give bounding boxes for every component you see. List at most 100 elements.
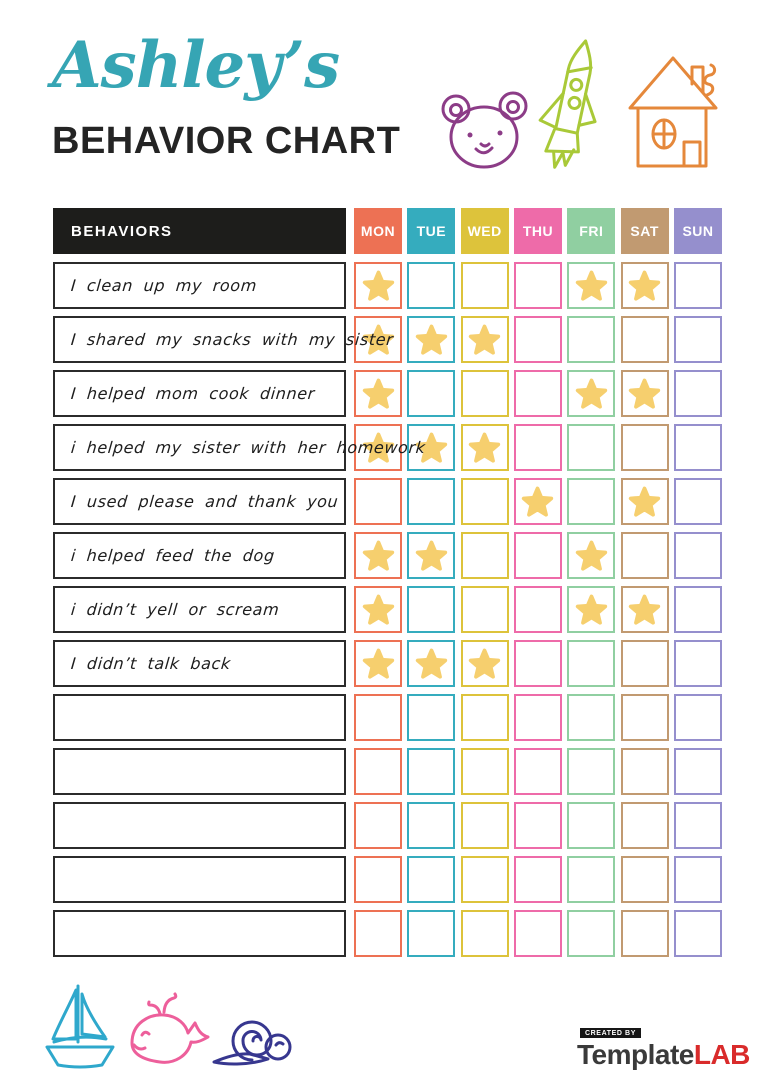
day-cell-mon[interactable] [354, 748, 402, 795]
behavior-label-box[interactable]: i didn’t yell or scream [53, 586, 346, 633]
day-cell-thu[interactable] [513, 802, 562, 849]
day-cell-tue[interactable] [407, 586, 456, 633]
behavior-label-box[interactable] [53, 802, 346, 849]
day-cell-sat[interactable] [620, 370, 669, 417]
day-cell-sat[interactable] [620, 424, 669, 471]
day-cell-wed[interactable] [460, 586, 509, 633]
day-cell-tue[interactable] [407, 802, 456, 849]
day-cell-sun[interactable] [673, 316, 722, 363]
day-cell-sun[interactable] [673, 748, 722, 795]
behavior-label-box[interactable] [53, 748, 346, 795]
day-cell-fri[interactable] [567, 694, 616, 741]
day-cell-thu[interactable] [513, 370, 562, 417]
day-cell-tue[interactable] [407, 694, 456, 741]
day-cell-fri[interactable] [567, 856, 616, 903]
day-cell-sat[interactable] [620, 586, 669, 633]
behavior-label-box[interactable]: I shared my snacks with my sister [53, 316, 394, 363]
behavior-label-box[interactable] [53, 856, 346, 903]
day-cell-thu[interactable] [513, 748, 562, 795]
day-cell-wed[interactable] [460, 478, 509, 525]
day-cell-mon[interactable] [354, 316, 402, 363]
day-cell-mon[interactable] [354, 532, 402, 579]
day-cell-wed[interactable] [460, 856, 509, 903]
day-cell-sun[interactable] [673, 370, 722, 417]
day-cell-fri[interactable] [567, 316, 616, 363]
day-cell-thu[interactable] [513, 532, 562, 579]
day-cell-fri[interactable] [567, 478, 616, 525]
behavior-label-box[interactable]: i helped feed the dog [53, 532, 346, 579]
day-cell-sun[interactable] [673, 586, 722, 633]
day-cell-tue[interactable] [407, 478, 456, 525]
day-cell-wed[interactable] [460, 748, 509, 795]
day-cell-thu[interactable] [513, 262, 562, 309]
day-cell-sun[interactable] [673, 532, 722, 579]
day-cell-tue[interactable] [407, 910, 456, 957]
day-cell-sun[interactable] [673, 262, 722, 309]
day-cell-sun[interactable] [673, 694, 722, 741]
day-cell-thu[interactable] [513, 856, 562, 903]
day-cell-tue[interactable] [407, 532, 456, 579]
day-cell-mon[interactable] [354, 262, 402, 309]
behavior-label-box[interactable]: I used please and thank you [53, 478, 346, 525]
day-cell-sun[interactable] [673, 910, 722, 957]
day-cell-mon[interactable] [354, 910, 402, 957]
day-cell-wed[interactable] [460, 694, 509, 741]
day-cell-tue[interactable] [407, 316, 456, 363]
day-cell-fri[interactable] [567, 640, 616, 687]
day-cell-wed[interactable] [460, 316, 509, 363]
day-cell-sat[interactable] [620, 262, 669, 309]
behavior-label-box[interactable] [53, 910, 346, 957]
day-cell-sat[interactable] [620, 316, 669, 363]
day-cell-tue[interactable] [407, 370, 456, 417]
day-cell-tue[interactable] [407, 424, 456, 471]
day-cell-sat[interactable] [620, 748, 669, 795]
day-cell-mon[interactable] [354, 586, 402, 633]
day-cell-sat[interactable] [620, 856, 669, 903]
day-cell-wed[interactable] [460, 532, 509, 579]
day-cell-wed[interactable] [460, 640, 509, 687]
day-cell-wed[interactable] [460, 802, 509, 849]
behavior-label-box[interactable]: I clean up my room [53, 262, 346, 309]
day-cell-tue[interactable] [407, 262, 456, 309]
day-cell-wed[interactable] [460, 370, 509, 417]
day-cell-sun[interactable] [673, 640, 722, 687]
behavior-label-box[interactable] [53, 694, 346, 741]
day-cell-fri[interactable] [567, 424, 616, 471]
day-cell-mon[interactable] [354, 694, 402, 741]
day-cell-sat[interactable] [620, 802, 669, 849]
day-cell-fri[interactable] [567, 910, 616, 957]
day-cell-mon[interactable] [354, 802, 402, 849]
day-cell-thu[interactable] [513, 316, 562, 363]
day-cell-fri[interactable] [567, 586, 616, 633]
day-cell-sat[interactable] [620, 640, 669, 687]
day-cell-wed[interactable] [460, 910, 509, 957]
day-cell-fri[interactable] [567, 802, 616, 849]
day-cell-mon[interactable] [354, 856, 402, 903]
day-cell-mon[interactable] [354, 370, 402, 417]
day-cell-thu[interactable] [513, 424, 562, 471]
day-cell-sat[interactable] [620, 478, 669, 525]
day-cell-sat[interactable] [620, 910, 669, 957]
day-cell-fri[interactable] [567, 370, 616, 417]
day-cell-thu[interactable] [513, 478, 562, 525]
day-cell-mon[interactable] [354, 424, 402, 471]
day-cell-fri[interactable] [567, 748, 616, 795]
day-cell-thu[interactable] [513, 694, 562, 741]
day-cell-tue[interactable] [407, 640, 456, 687]
day-cell-tue[interactable] [407, 748, 456, 795]
day-cell-fri[interactable] [567, 532, 616, 579]
day-cell-thu[interactable] [513, 586, 562, 633]
day-cell-sun[interactable] [673, 802, 722, 849]
day-cell-sun[interactable] [673, 856, 722, 903]
day-cell-sat[interactable] [620, 694, 669, 741]
behavior-label-box[interactable]: i helped my sister with her homework [53, 424, 426, 471]
day-cell-sun[interactable] [673, 478, 722, 525]
behavior-label-box[interactable]: I didn’t talk back [53, 640, 346, 687]
day-cell-thu[interactable] [513, 640, 562, 687]
day-cell-mon[interactable] [354, 478, 402, 525]
day-cell-fri[interactable] [567, 262, 616, 309]
day-cell-wed[interactable] [460, 262, 509, 309]
day-cell-wed[interactable] [460, 424, 509, 471]
behavior-label-box[interactable]: I helped mom cook dinner [53, 370, 346, 417]
day-cell-sat[interactable] [620, 532, 669, 579]
